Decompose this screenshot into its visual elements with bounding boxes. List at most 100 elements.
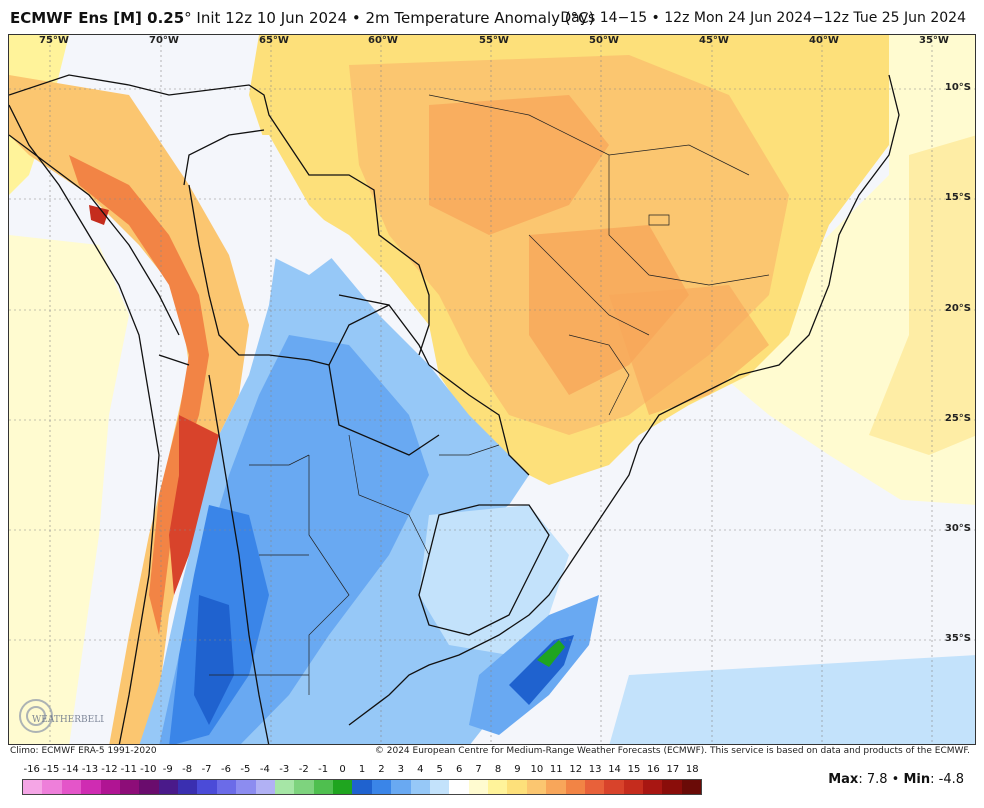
color-swatch	[371, 780, 392, 794]
color-swatch	[255, 780, 275, 794]
color-scale-tick: 5	[436, 764, 443, 775]
color-scale-tick: -7	[201, 764, 212, 775]
longitude-label: 75°W	[39, 35, 69, 46]
color-swatch	[178, 780, 198, 794]
header: ECMWF Ens [M] 0.25° Init 12z 10 Jun 2024…	[0, 0, 984, 34]
color-swatch	[139, 780, 159, 794]
color-scale-tick: -12	[101, 764, 118, 775]
color-scale-tick: 10	[530, 764, 544, 775]
color-swatch	[119, 780, 140, 794]
color-swatch	[584, 780, 605, 794]
color-swatch	[526, 780, 547, 794]
valid-period: Days 14−15 • 12z Mon 24 Jun 2024−12z Tue…	[560, 10, 966, 26]
longitude-label: 40°W	[809, 35, 839, 46]
color-scale-tick: -11	[120, 764, 138, 775]
color-scale-tick: -5	[240, 764, 251, 775]
color-swatch	[623, 780, 643, 794]
color-swatch	[294, 780, 314, 794]
color-swatch	[158, 780, 178, 794]
color-swatch	[61, 780, 82, 794]
color-scale-swatches	[22, 779, 702, 795]
color-scale: -16 -15 -14 -13 -12 -11 -10 -9 -8 -7 -6 -5 -4 -3 -2 -1 0…	[22, 764, 702, 795]
color-scale-tick: 17	[666, 764, 680, 775]
color-scale-tick: 7	[475, 764, 482, 775]
color-swatch	[662, 780, 682, 794]
color-scale-tick: 0	[339, 764, 346, 775]
country-borders	[9, 74, 550, 744]
color-scale-tick: 13	[588, 764, 602, 775]
color-scale-tick: 6	[455, 764, 463, 775]
max-value: : 7.8 •	[858, 772, 904, 787]
color-scale-tick: -15	[42, 764, 60, 775]
color-scale-tick: -9	[162, 764, 173, 775]
uruguay-region	[419, 505, 569, 655]
copyright-note: © 2024 European Centre for Medium-Range …	[374, 746, 970, 756]
init-info: Init 12z 10 Jun 2024 • 2m Temperature An…	[191, 9, 595, 27]
color-scale-tick: -2	[298, 764, 309, 775]
color-scale-tick: -13	[81, 764, 99, 775]
climo-note: Climo: ECMWF ERA-5 1991-2020	[10, 746, 157, 756]
color-swatch	[507, 780, 527, 794]
color-scale-tick: 14	[608, 764, 621, 775]
color-swatch	[81, 780, 101, 794]
pacific-region	[9, 235, 129, 744]
color-swatch	[565, 780, 585, 794]
longitude-label: 45°W	[699, 35, 729, 46]
model-name: ECMWF Ens [M] 0.25	[10, 9, 185, 27]
color-scale-labels: -16 -15 -14 -13 -12 -11 -10 -9 -8 -7 -6 -5 -4 -3 -2 -1 0…	[22, 764, 702, 778]
color-swatch	[429, 780, 450, 794]
color-swatch	[391, 780, 411, 794]
color-scale-tick: 8	[494, 764, 502, 775]
color-scale-tick: -3	[279, 764, 290, 775]
color-swatch	[681, 780, 702, 794]
max-min-stats: Max: 7.8 • Min: -4.8	[828, 772, 964, 787]
max-label: Max	[828, 772, 859, 787]
color-scale-tick: -10	[140, 764, 157, 775]
southern-ocean-cool	[609, 655, 975, 744]
min-value: : -4.8	[930, 772, 964, 787]
color-swatch	[23, 780, 43, 794]
color-swatch	[643, 780, 663, 794]
color-scale-tick: 4	[417, 764, 424, 775]
color-scale-tick: 16	[647, 764, 660, 775]
color-swatch	[333, 780, 353, 794]
color-swatch	[604, 780, 624, 794]
longitude-label: 65°W	[259, 35, 289, 46]
color-scale-tick: -6	[221, 764, 231, 775]
latitude-label: 35°S	[944, 633, 971, 644]
weatherbell-logo: WEATHERBELL	[19, 699, 104, 733]
latitude-label: 30°S	[944, 523, 971, 534]
color-scale-tick: 15	[627, 764, 641, 775]
color-scale-tick: 1	[358, 764, 366, 775]
color-swatch	[313, 780, 333, 794]
latitude-label: 25°S	[944, 413, 971, 424]
color-swatch	[410, 780, 430, 794]
color-scale-tick: -14	[62, 764, 79, 775]
svg-text:WEATHERBELL: WEATHERBELL	[32, 715, 104, 725]
longitude-label: 70°W	[149, 35, 179, 46]
color-scale-tick: -1	[318, 764, 329, 775]
longitude-label: 55°W	[479, 35, 509, 46]
color-scale-tick: 2	[378, 764, 385, 775]
color-swatch	[449, 780, 469, 794]
color-scale-tick: -8	[182, 764, 193, 775]
state-borders	[209, 94, 770, 695]
map-canvas	[9, 35, 975, 744]
min-label: Min	[903, 772, 931, 787]
color-swatch	[468, 780, 488, 794]
color-swatch	[352, 780, 372, 794]
latitude-label: 10°S	[944, 82, 971, 93]
latitude-label: 15°S	[944, 192, 971, 203]
color-scale-tick: 9	[514, 764, 521, 775]
longitude-label: 35°W	[919, 35, 949, 46]
anomaly-map: 75°W 70°W 65°W 60°W 55°W 50°W 45°W 40°W …	[8, 34, 976, 745]
pacific-coastline	[9, 104, 160, 744]
color-scale-tick: -16	[23, 764, 40, 775]
color-scale-tick: 3	[397, 764, 405, 775]
color-swatch	[546, 780, 566, 794]
color-swatch	[236, 780, 256, 794]
color-scale-tick: 18	[685, 764, 699, 775]
color-swatch	[100, 780, 120, 794]
color-scale-tick: -4	[259, 764, 270, 775]
andes-warm-band	[9, 75, 249, 744]
